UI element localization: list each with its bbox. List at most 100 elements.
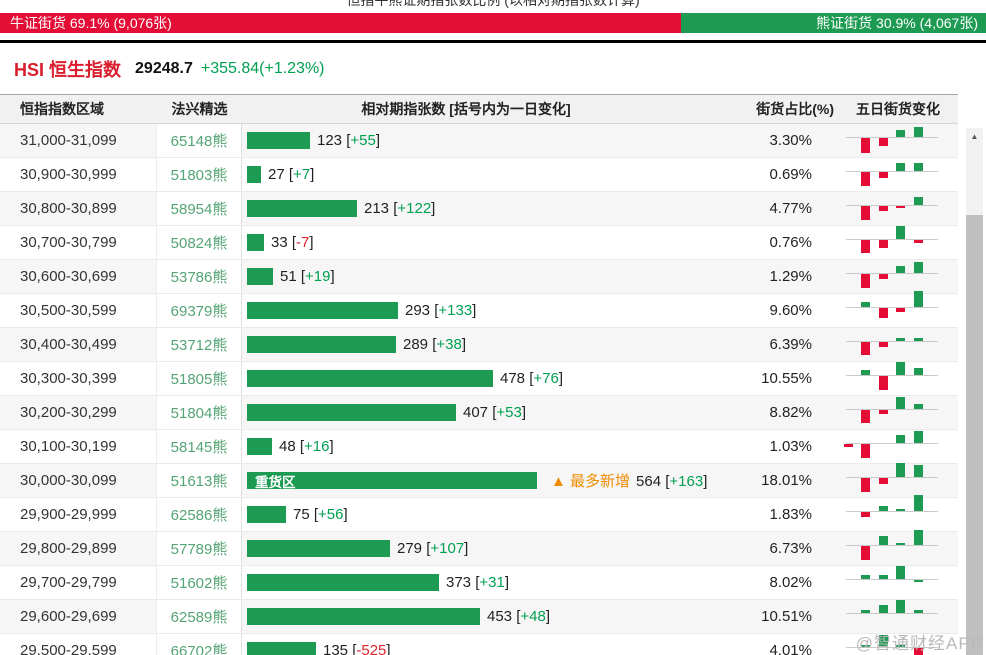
warrant-code-cell[interactable]: 62586熊 [157, 498, 242, 531]
chart-title: 恒指牛熊证期指张数比例 (以相对期指张数计算) [346, 0, 640, 8]
five-day-bar [861, 370, 870, 375]
table-row[interactable]: 30,500-30,599 69379熊 293 [+133] 9.60% [0, 291, 958, 328]
five-day-chart-cell [838, 291, 958, 327]
warrant-code-cell[interactable]: 50824熊 [157, 226, 242, 259]
bear-ratio-label: 熊证街货 30.9% (4,067张) [816, 15, 978, 31]
one-day-change: +55 [350, 132, 376, 149]
five-day-bar [896, 362, 905, 375]
scrollbar-thumb[interactable] [966, 215, 983, 655]
table-row[interactable]: 29,600-29,699 62589熊 453 [+48] 10.51% [0, 600, 958, 634]
five-day-bar [896, 163, 905, 171]
outstanding-bar-cell: 135 [-525] [242, 634, 690, 655]
index-range-cell: 30,900-30,999 [0, 158, 157, 191]
five-day-bar [896, 600, 905, 613]
table-row[interactable]: 31,000-31,099 65148熊 123 [+55] 3.30% [0, 124, 958, 158]
warrant-code-cell[interactable]: 69379熊 [157, 294, 242, 327]
bull-ratio-label: 牛证街货 69.1% (9,076张) [10, 15, 172, 31]
bar-value: 564 [636, 473, 662, 490]
table-row[interactable]: 29,900-29,999 62586熊 75 [+56] 1.83% [0, 495, 958, 532]
five-day-chart-cell [838, 124, 958, 157]
outstanding-bar-cell: 51 [+19] [242, 260, 690, 293]
outstanding-value-label: 478 [+76] [500, 370, 563, 387]
outstanding-bar-cell: 27 [+7] [242, 158, 690, 191]
warrant-code-cell[interactable]: 66702熊 [157, 634, 242, 655]
table-row[interactable]: 30,100-30,199 58145熊 48 [+16] 1.03% [0, 430, 958, 464]
table-body: 31,000-31,099 65148熊 123 [+55] 3.30% 30,… [0, 124, 958, 655]
warrant-code-cell[interactable]: 53786熊 [157, 260, 242, 293]
outstanding-value-label: 289 [+38] [403, 336, 466, 353]
warrant-code-cell[interactable]: 51804熊 [157, 396, 242, 429]
five-day-bar [913, 291, 923, 307]
five-day-chart [838, 495, 958, 531]
five-day-bar [878, 605, 888, 613]
five-day-bar [861, 274, 870, 288]
five-day-chart-cell [838, 158, 958, 191]
street-pct-cell: 10.51% [690, 600, 838, 633]
warrant-code-cell[interactable]: 53712熊 [157, 328, 242, 361]
table-row[interactable]: 30,200-30,299 51804熊 407 [+53] 8.82% [0, 396, 958, 430]
warrant-code-cell[interactable]: 57789熊 [157, 532, 242, 565]
one-day-change: -525 [356, 642, 387, 655]
warrant-code-cell[interactable]: 51602熊 [157, 566, 242, 599]
table-row[interactable]: 30,400-30,499 53712熊 289 [+38] 6.39% [0, 328, 958, 362]
column-header-bars: 相对期指张数 [括号内为一日变化] [361, 101, 571, 117]
street-pct-cell: 4.77% [690, 192, 838, 225]
outstanding-bar-cell: 293 [+133] [242, 294, 690, 327]
vertical-scrollbar[interactable]: ▲ [966, 128, 983, 655]
table-row[interactable]: 30,000-30,099 51613熊 重货区 ▲ 最多新增 564 [+163… [0, 463, 958, 498]
bar-value: 478 [500, 370, 526, 387]
five-day-bar [878, 478, 888, 484]
outstanding-value-label: 293 [+133] [405, 302, 477, 319]
five-day-bar [896, 463, 905, 477]
five-day-chart-cell [838, 328, 958, 361]
table-row[interactable]: 30,900-30,999 51803熊 27 [+7] 0.69% [0, 158, 958, 192]
warrant-code-cell[interactable]: 58145熊 [157, 430, 242, 463]
index-name: HSI 恒生指数 [14, 59, 122, 80]
one-day-change: +56 [318, 506, 344, 523]
table-row[interactable]: 30,800-30,899 58954熊 213 [+122] 4.77% [0, 192, 958, 226]
table-row[interactable]: 30,600-30,699 53786熊 51 [+19] 1.29% [0, 260, 958, 294]
five-day-chart [838, 226, 958, 259]
most-added-annotation: ▲ 最多新增 [551, 473, 631, 490]
five-day-bar [896, 308, 905, 312]
five-day-bar [896, 543, 905, 545]
five-day-chart-cell [838, 463, 958, 497]
table-row[interactable]: 30,300-30,399 51805熊 478 [+76] 10.55% [0, 362, 958, 396]
five-day-bar [878, 506, 888, 511]
heavy-zone-label: 重货区 [255, 474, 296, 490]
bull-ratio-segment: 牛证街货 69.1% (9,076张) [0, 13, 682, 33]
street-pct-cell: 6.39% [690, 328, 838, 361]
warrant-code-cell[interactable]: 51803熊 [157, 158, 242, 191]
index-range-cell: 31,000-31,099 [0, 124, 157, 157]
one-day-change: +122 [397, 200, 432, 217]
five-day-bar [913, 404, 923, 409]
five-day-bar [913, 127, 923, 137]
bear-ratio-segment: 熊证街货 30.9% (4,067张) [681, 13, 986, 33]
bar-value: 75 [293, 506, 310, 523]
table-row[interactable]: 29,500-29,599 66702熊 135 [-525] 4.01% [0, 634, 958, 655]
five-day-bar [896, 509, 905, 511]
outstanding-bar [247, 506, 286, 523]
bar-value: 27 [268, 166, 285, 183]
five-day-bar [861, 206, 870, 220]
scrollbar-up-arrow-icon[interactable]: ▲ [970, 132, 979, 141]
warrant-code-cell[interactable]: 58954熊 [157, 192, 242, 225]
five-day-bar [861, 444, 870, 458]
table-row[interactable]: 29,700-29,799 51602熊 373 [+31] 8.02% [0, 566, 958, 600]
five-day-chart [838, 396, 958, 429]
outstanding-bar-cell: 213 [+122] [242, 192, 690, 225]
outstanding-bar-cell: 453 [+48] [242, 600, 690, 633]
table-row[interactable]: 29,800-29,899 57789熊 279 [+107] 6.73% [0, 530, 958, 566]
five-day-chart [838, 600, 958, 633]
warrant-code-cell[interactable]: 62589熊 [157, 600, 242, 633]
warrant-code-cell[interactable]: 65148熊 [157, 124, 242, 157]
table-row[interactable]: 30,700-30,799 50824熊 33 [-7] 0.76% [0, 226, 958, 260]
warrant-code-cell[interactable]: 51613熊 [157, 464, 242, 497]
five-day-bar [878, 575, 888, 579]
warrant-code-cell[interactable]: 51805熊 [157, 362, 242, 395]
outstanding-bar [247, 438, 272, 455]
five-day-bar [878, 536, 888, 545]
bar-value: 407 [463, 404, 489, 421]
five-day-bar [878, 274, 888, 279]
outstanding-bar [247, 642, 316, 655]
